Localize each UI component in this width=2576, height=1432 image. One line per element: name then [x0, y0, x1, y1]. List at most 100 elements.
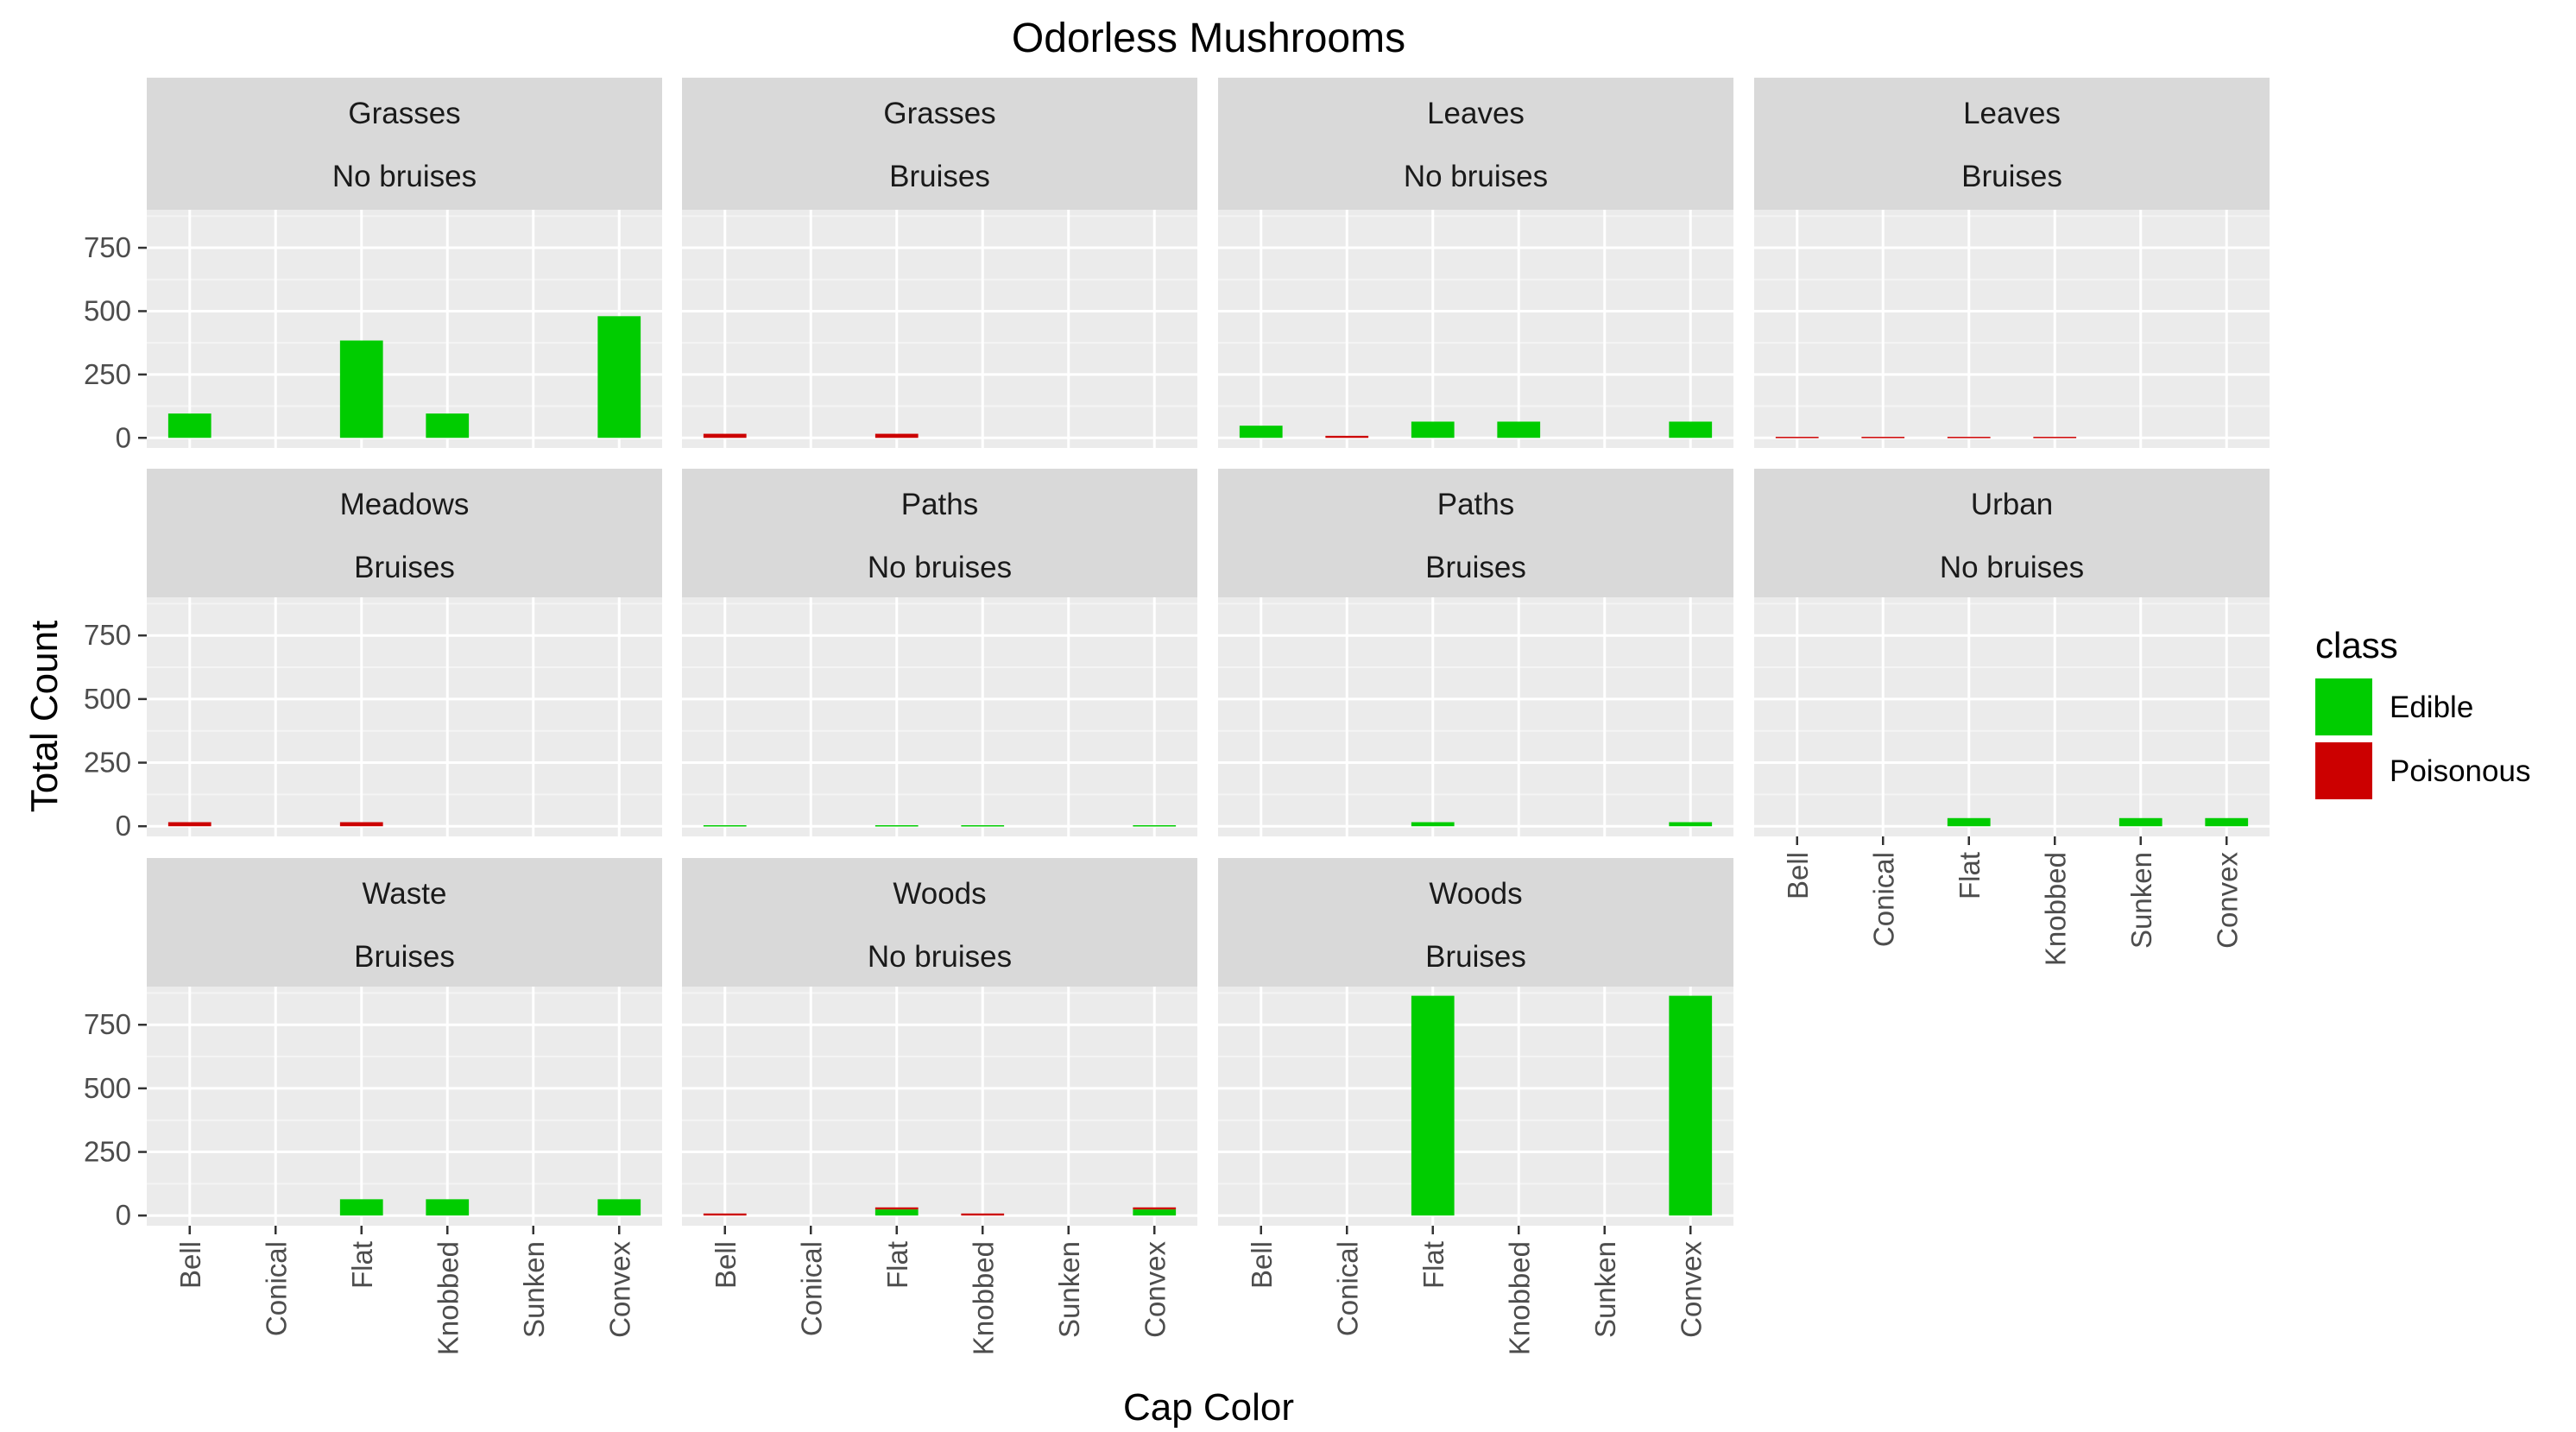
- y-tick-label: 250: [84, 747, 131, 779]
- y-tick-label: 500: [84, 294, 131, 326]
- x-axis-title: Cap Color: [1123, 1386, 1294, 1429]
- x-tick-label: Conical: [1331, 1241, 1363, 1336]
- facet-bruises-label: Bruises: [1425, 940, 1526, 974]
- bar-edible: [2118, 817, 2162, 827]
- bar-edible: [1411, 995, 1455, 1216]
- facet-panel: Woods No bruises: [682, 858, 1197, 1226]
- bar-edible: [426, 1199, 470, 1216]
- panel-background: [147, 987, 662, 1226]
- bar-edible: [597, 316, 641, 438]
- facet-panel: Paths Bruises: [1218, 469, 1733, 836]
- bar-edible: [874, 1209, 919, 1216]
- facet-habitat-label: Leaves: [1427, 97, 1525, 130]
- panel-background: [682, 210, 1197, 448]
- facet-bruises-label: Bruises: [889, 160, 990, 193]
- x-tick-label: Knobbed: [2039, 852, 2071, 966]
- bar-poisonous: [703, 1213, 747, 1216]
- facet-habitat-label: Meadows: [340, 488, 470, 521]
- x-tick-label: Knobbed: [432, 1241, 464, 1355]
- facet-strip: [682, 858, 1197, 987]
- facet-strip: [682, 78, 1197, 210]
- facet-bruises-label: No bruises: [1940, 551, 2084, 584]
- facet-panel: Leaves No bruises: [1218, 78, 1733, 448]
- panel-background: [1754, 597, 2270, 836]
- y-axis-title: Total Count: [23, 621, 66, 813]
- panel-background: [682, 597, 1197, 836]
- bar-edible: [2205, 817, 2249, 827]
- y-tick-label: 250: [84, 358, 131, 390]
- x-tick-label: Conical: [260, 1241, 292, 1336]
- bar-poisonous: [1133, 1207, 1177, 1210]
- x-tick-label: Flat: [1954, 852, 1986, 899]
- legend: class Edible Poisonous: [2315, 625, 2530, 799]
- bar-poisonous: [1325, 435, 1369, 438]
- panel-background: [147, 597, 662, 836]
- legend-label: Poisonous: [2390, 754, 2530, 788]
- bar-edible: [874, 825, 919, 827]
- bar-edible: [1239, 426, 1283, 438]
- y-tick-label: 500: [84, 1072, 131, 1104]
- facet-grid: Grasses No bruises Grasses Bruises Leaves No …: [147, 78, 2270, 1226]
- facet-bruises-label: Bruises: [1961, 160, 2062, 193]
- x-tick-label: Convex: [2211, 852, 2243, 949]
- y-tick-label: 250: [84, 1136, 131, 1168]
- legend-key: [2315, 678, 2372, 735]
- x-tick-label: Sunken: [1589, 1241, 1621, 1338]
- x-axes: Bell Conical Flat Knobbed Sunken Convex Bell Co…: [174, 836, 2243, 1355]
- facet-panel: Meadows Bruises: [147, 469, 662, 836]
- facet-bruises-label: Bruises: [354, 940, 455, 974]
- facet-panel: Leaves Bruises: [1754, 78, 2270, 448]
- bar-edible: [1411, 421, 1455, 438]
- bar-poisonous: [1861, 437, 1905, 438]
- bar-edible: [339, 1199, 383, 1216]
- x-tick-label: Flat: [881, 1241, 913, 1289]
- bar-poisonous: [874, 1207, 919, 1210]
- facet-habitat-label: Leaves: [1963, 97, 2061, 130]
- legend-key: [2315, 742, 2372, 799]
- facet-strip: [1218, 858, 1733, 987]
- x-tick-label: Bell: [174, 1241, 206, 1289]
- panel-background: [1218, 987, 1733, 1226]
- bar-edible: [167, 413, 212, 438]
- x-tick-label: Flat: [1417, 1241, 1449, 1289]
- bar-poisonous: [2033, 437, 2077, 438]
- facet-strip: [147, 858, 662, 987]
- x-tick-label: Bell: [1246, 1241, 1278, 1289]
- bar-poisonous: [703, 433, 747, 438]
- bar-edible: [703, 825, 747, 827]
- x-tick-label: Convex: [1675, 1241, 1707, 1338]
- facet-strip: [1218, 469, 1733, 597]
- facet-strip: [147, 78, 662, 210]
- x-tick-label: Conical: [795, 1241, 827, 1336]
- facet-panel: Waste Bruises: [147, 858, 662, 1226]
- facet-strip: [1218, 78, 1733, 210]
- x-tick-label: Convex: [603, 1241, 635, 1338]
- facet-bruises-label: No bruises: [332, 160, 477, 193]
- y-tick-label: 0: [116, 810, 131, 842]
- panel-background: [682, 987, 1197, 1226]
- facet-panel: Grasses Bruises: [682, 78, 1197, 448]
- legend-title: class: [2315, 625, 2398, 666]
- panel-background: [1218, 597, 1733, 836]
- bar-edible: [961, 825, 1005, 827]
- x-tick-label: Bell: [1782, 852, 1814, 899]
- panel-background: [147, 210, 662, 448]
- bar-poisonous: [339, 822, 383, 827]
- bar-poisonous: [874, 433, 919, 438]
- facet-strip: [1754, 469, 2270, 597]
- bar-poisonous: [1947, 437, 1991, 438]
- facet-panel: Urban No bruises: [1754, 469, 2270, 836]
- facet-strip: [682, 469, 1197, 597]
- x-tick-label: Bell: [710, 1241, 742, 1289]
- panel-background: [1218, 210, 1733, 448]
- bar-edible: [1133, 1209, 1177, 1216]
- bar-poisonous: [167, 822, 212, 827]
- y-axes: 0 250 500 750 0 250 500 750 0 250 500 750: [84, 231, 147, 1231]
- x-tick-label: Sunken: [1053, 1241, 1085, 1338]
- x-tick-label: Flat: [346, 1241, 378, 1289]
- facet-bruises-label: No bruises: [868, 940, 1012, 974]
- x-tick-label: Conical: [1867, 852, 1899, 947]
- x-tick-label: Knobbed: [967, 1241, 999, 1355]
- facet-habitat-label: Paths: [901, 488, 979, 521]
